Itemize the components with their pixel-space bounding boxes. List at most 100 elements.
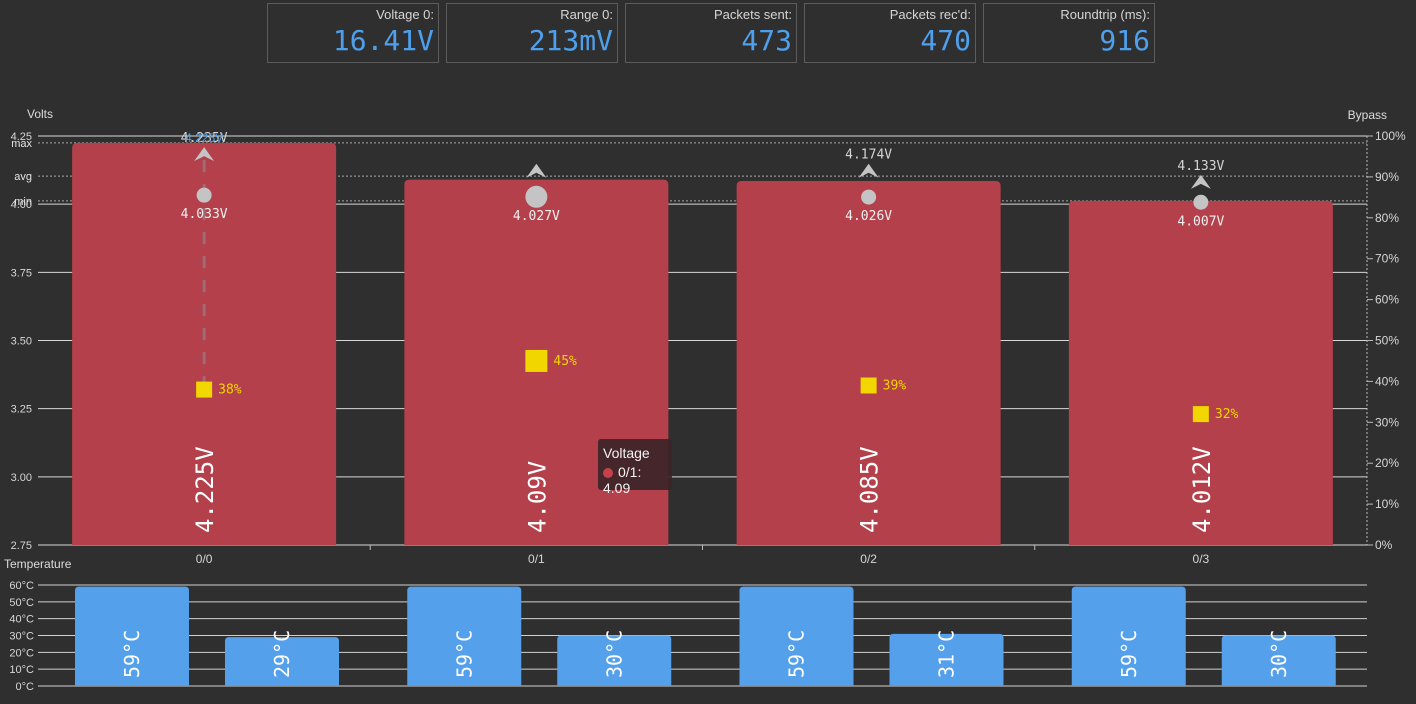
temperature-bar	[889, 633, 1004, 686]
bypass-tick-label: 80%	[1375, 211, 1399, 225]
tooltip-row: 0/1: 4.09	[603, 464, 672, 496]
max-voltage-marker	[1190, 174, 1211, 189]
bypass-marker	[1192, 406, 1209, 423]
overlap-voltage-label: 4.225V	[185, 131, 223, 145]
bypass-label: 32%	[1215, 407, 1239, 422]
min-voltage-label: 4.027V	[513, 209, 560, 224]
chart-tooltip: Voltage 0/1: 4.09	[598, 439, 672, 496]
stat-roundtrip: Roundtrip (ms): 916	[983, 3, 1155, 63]
volts-tick-label: 3.75	[11, 267, 32, 279]
bypass-tick-label: 70%	[1375, 252, 1399, 266]
bypass-label: 38%	[218, 383, 242, 398]
min-voltage-marker	[1193, 194, 1209, 210]
min-voltage-marker	[525, 185, 548, 208]
temperature-tick-label: 40°C	[9, 614, 34, 626]
bypass-tick-label: 60%	[1375, 293, 1399, 307]
temperature-bar-label: 30°C	[602, 630, 626, 678]
stat-range: Range 0: 213mV	[446, 3, 618, 63]
temperature-bar-label: 30°C	[1267, 630, 1291, 678]
volts-axis-title: Volts	[27, 107, 53, 121]
min-voltage-marker	[196, 187, 212, 203]
category-label: 0/0	[196, 552, 213, 566]
volts-tick-label: 3.25	[11, 404, 32, 416]
voltage-bar-label: 4.012V	[1188, 446, 1216, 533]
reference-label-max: max	[11, 138, 32, 150]
temperature-bar	[75, 586, 189, 686]
stat-packets-sent: Packets sent: 473	[625, 3, 797, 63]
max-voltage-marker	[526, 163, 547, 178]
stat-range-value: 213mV	[528, 24, 613, 57]
stat-packets-sent-label: Packets sent:	[713, 7, 792, 22]
tooltip-title: Voltage	[603, 445, 650, 461]
stat-packets-sent-value: 473	[741, 24, 792, 57]
temperature-bar	[1221, 635, 1336, 686]
tooltip-series-dot	[603, 468, 613, 478]
bypass-axis-title: Bypass	[1348, 108, 1387, 122]
bypass-marker	[860, 377, 877, 394]
bypass-tick-label: 0%	[1375, 538, 1393, 552]
max-voltage-label: 4.235V	[181, 131, 228, 146]
temperature-tick-label: 50°C	[9, 597, 34, 609]
bypass-marker	[196, 381, 213, 398]
category-label: 0/3	[1193, 552, 1210, 566]
voltage-bar-label: 4.085V	[856, 446, 884, 533]
temperature-tick-label: 10°C	[9, 664, 34, 676]
min-voltage-label: 4.033V	[181, 207, 228, 222]
bypass-tick-label: 100%	[1375, 129, 1406, 143]
max-voltage-marker	[194, 147, 215, 162]
temperature-bar-label: 59°C	[452, 630, 476, 678]
voltage-bar-label: 4.09V	[523, 461, 551, 533]
volts-tick-label: 2.75	[11, 540, 32, 552]
voltage-bar-label: 4.225V	[191, 446, 219, 533]
stat-packets-received-value: 470	[920, 24, 971, 57]
temperature-bar-label: 31°C	[935, 630, 959, 678]
volts-tick-label: 3.50	[11, 336, 32, 348]
temperature-bar	[407, 586, 522, 686]
stat-voltage-value: 16.41V	[332, 24, 434, 57]
reference-label-avg: avg	[14, 171, 32, 183]
max-voltage-label: 4.174V	[845, 148, 892, 163]
bypass-tick-label: 90%	[1375, 170, 1399, 184]
temperature-bar	[1071, 586, 1186, 686]
temperature-tick-label: 20°C	[9, 647, 34, 659]
stat-roundtrip-label: Roundtrip (ms):	[1060, 7, 1150, 22]
temperature-tick-label: 60°C	[9, 580, 34, 592]
min-voltage-marker	[861, 189, 877, 205]
temperature-bar-label: 29°C	[270, 630, 294, 678]
bypass-tick-label: 30%	[1375, 415, 1399, 429]
temperature-bar	[739, 586, 854, 686]
bypass-tick-label: 40%	[1375, 374, 1399, 388]
volts-tick-label: 4.00	[11, 199, 32, 211]
stat-voltage-label: Voltage 0:	[376, 7, 434, 22]
min-voltage-label: 4.007V	[1177, 214, 1224, 229]
max-voltage-label: 4.133V	[1177, 159, 1224, 174]
temperature-tick-label: 0°C	[16, 681, 35, 693]
tooltip-value: 0/1: 4.09	[603, 464, 642, 496]
temperature-axis-title: Temperature	[4, 557, 72, 571]
stat-packets-received-label: Packets rec'd:	[889, 7, 971, 22]
bypass-tick-label: 50%	[1375, 334, 1399, 348]
bypass-tick-label: 10%	[1375, 497, 1399, 511]
temperature-bar-label: 59°C	[785, 630, 809, 678]
temperature-bar-label: 59°C	[1117, 630, 1141, 678]
voltage-bar	[1068, 200, 1333, 546]
bypass-label: 45%	[553, 354, 577, 369]
voltage-bar	[72, 142, 337, 546]
stat-voltage: Voltage 0: 16.41V	[267, 3, 439, 63]
min-voltage-label: 4.026V	[845, 209, 892, 224]
stat-range-label: Range 0:	[560, 7, 613, 22]
voltage-bar	[736, 180, 1001, 546]
reference-label-min: min	[14, 196, 32, 208]
bypass-label: 39%	[883, 378, 907, 393]
volts-tick-label: 3.00	[11, 472, 32, 484]
temperature-bar	[557, 635, 672, 686]
max-voltage-marker	[858, 163, 879, 178]
volts-tick-label: 4.25	[11, 131, 32, 143]
temperature-bar-label: 59°C	[120, 630, 144, 678]
bypass-marker	[525, 349, 548, 372]
stat-packets-received: Packets rec'd: 470	[804, 3, 976, 63]
stat-roundtrip-value: 916	[1099, 24, 1150, 57]
category-label: 0/1	[528, 552, 545, 566]
temperature-tick-label: 30°C	[9, 631, 34, 643]
